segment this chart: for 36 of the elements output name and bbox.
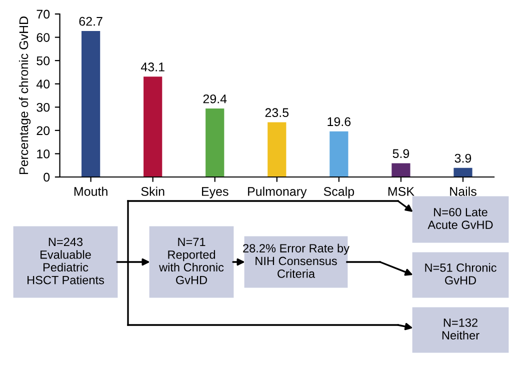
text: 28.2% Error Rate by NIH Consensus Criteria — [243, 244, 350, 278]
x-tick-label: MSK — [388, 187, 414, 196]
y-tick-label: 0 — [44, 172, 50, 182]
text: N=71 Reported with Chronic GvHD — [159, 238, 224, 284]
x-tick-label: Skin — [141, 186, 164, 196]
data-label: 3.9 — [454, 154, 472, 163]
data-label: 43.1 — [140, 62, 164, 72]
bar — [206, 108, 224, 177]
data-label: 23.5 — [265, 108, 289, 118]
data-label: 19.6 — [328, 117, 351, 126]
y-tick-label: 50 — [36, 56, 50, 66]
x-tick-label: Nails — [450, 186, 476, 196]
y-tick-label: 20 — [36, 126, 50, 136]
bar — [454, 168, 472, 177]
data-label: 62.7 — [79, 16, 102, 26]
bar — [82, 31, 100, 177]
bar — [392, 163, 410, 177]
x-tick-label: Pulmonary — [248, 186, 307, 198]
y-tick-label: 40 — [36, 80, 50, 89]
bar — [330, 131, 348, 177]
x-tick-label: Scalp — [324, 186, 354, 198]
data-label: 29.4 — [203, 94, 227, 104]
x-tick-label: Mouth — [74, 186, 108, 196]
y-tick-label: 30 — [36, 102, 50, 112]
text: N=51 Chronic GvHD — [425, 263, 496, 285]
y-tick-label: 60 — [36, 33, 50, 42]
y-tick-label: 70 — [36, 10, 50, 19]
bar — [268, 122, 286, 177]
text: N=132 Neither — [442, 318, 480, 340]
text: N=243 Evaluable Pediatric HSCT Patients — [28, 238, 104, 284]
bar — [144, 76, 162, 177]
x-tick-label: Eyes — [202, 187, 228, 198]
y-tick-label: 10 — [37, 150, 50, 158]
y-axis-title: Percentage of chronic GvHD — [18, 16, 31, 174]
data-label: 5.9 — [392, 149, 410, 158]
text: N=60 Late Acute GvHD — [428, 208, 493, 230]
